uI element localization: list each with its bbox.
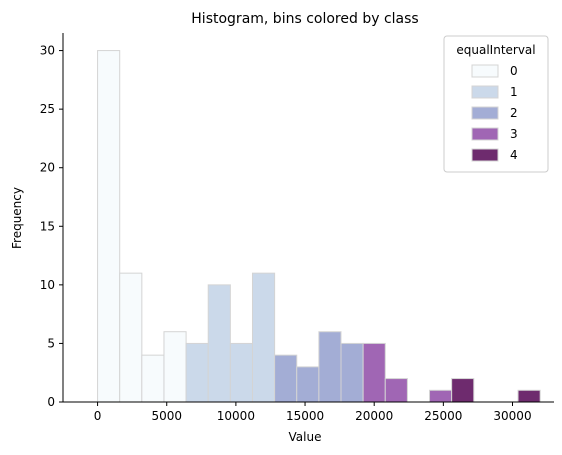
x-tick-label: 0: [94, 409, 102, 423]
histogram-bar: [230, 343, 252, 402]
legend-swatch: [472, 86, 498, 98]
x-ticks: 0 5000 10000 15000 20000 25000 30000: [94, 402, 532, 423]
histogram-bar: [297, 367, 319, 402]
y-tick-label: 15: [40, 219, 55, 233]
x-axis-title: Value: [289, 430, 322, 444]
histogram-bar: [208, 285, 230, 402]
legend-label: 0: [510, 64, 518, 78]
legend-swatch: [472, 65, 498, 77]
y-tick-label: 25: [40, 102, 55, 116]
legend-swatch: [472, 149, 498, 161]
y-axis-title: Frequency: [10, 187, 24, 249]
x-tick-label: 5000: [151, 409, 182, 423]
histogram-bar: [252, 273, 274, 402]
histogram-bar: [518, 390, 540, 402]
legend-swatch: [472, 107, 498, 119]
y-tick-label: 10: [40, 278, 55, 292]
histogram-bar: [430, 390, 452, 402]
legend-label: 3: [510, 127, 518, 141]
y-tick-label: 20: [40, 161, 55, 175]
histogram-bar: [363, 343, 385, 402]
legend-swatch: [472, 128, 498, 140]
histogram-bar: [452, 379, 474, 402]
histogram-bar: [319, 332, 341, 402]
y-tick-label: 0: [47, 395, 55, 409]
histogram-bar: [98, 51, 120, 402]
histogram-bar: [120, 273, 142, 402]
histogram-bar: [385, 379, 407, 402]
legend-label: 4: [510, 148, 518, 162]
x-tick-label: 30000: [493, 409, 531, 423]
legend-label: 2: [510, 106, 518, 120]
legend-label: 1: [510, 85, 518, 99]
y-tick-label: 5: [47, 336, 55, 350]
x-tick-label: 20000: [355, 409, 393, 423]
x-tick-label: 25000: [424, 409, 462, 423]
x-tick-label: 15000: [286, 409, 324, 423]
y-tick-label: 30: [40, 44, 55, 58]
histogram-bar: [186, 343, 208, 402]
chart-title: Histogram, bins colored by class: [191, 11, 418, 27]
histogram-bar: [275, 355, 297, 402]
histogram-bar: [164, 332, 186, 402]
histogram-bar: [142, 355, 164, 402]
y-ticks: 0 5 10 15 20 25 30: [40, 44, 63, 409]
x-tick-label: 10000: [217, 409, 255, 423]
legend: equalInterval 0 1 2 3 4: [444, 36, 548, 172]
legend-title: equalInterval: [456, 43, 535, 57]
histogram-bar: [341, 343, 363, 402]
